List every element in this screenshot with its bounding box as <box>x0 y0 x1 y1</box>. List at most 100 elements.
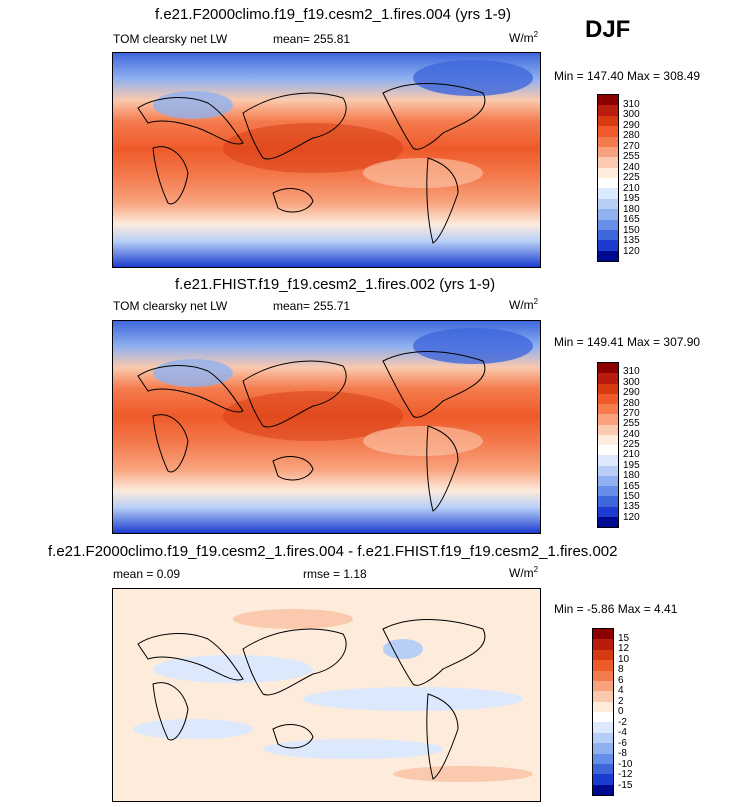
colorbar-swatch <box>593 660 613 671</box>
panel3-title: f.e21.F2000climo.f19_f19.cesm2_1.fires.0… <box>48 543 618 560</box>
panel1-field <box>113 53 540 267</box>
panel3-mean-label: mean = 0.09 <box>113 567 181 581</box>
colorbar-tick-label: 210 <box>623 182 640 194</box>
colorbar-tick-label: 255 <box>623 151 640 162</box>
colorbar-swatch <box>598 209 618 220</box>
panel2-mean-label: mean= 255.71 <box>273 299 351 313</box>
colorbar-tick-label: 120 <box>623 245 640 257</box>
colorbar-tick-label: 225 <box>623 172 640 183</box>
panel1-mean-label: mean= 255.81 <box>273 32 351 46</box>
colorbar-swatch <box>598 95 618 106</box>
panel3-field <box>113 589 540 801</box>
colorbar-tick-label: 225 <box>623 439 640 450</box>
colorbar-tick-label: 15 <box>618 632 630 644</box>
colorbar-tick-label: 10 <box>618 653 630 665</box>
colorbar-swatch <box>598 250 618 261</box>
colorbar-tick-label: 270 <box>623 140 640 152</box>
colorbar-swatch <box>598 465 618 476</box>
colorbar-tick-label: 240 <box>623 428 640 440</box>
colorbar-swatch <box>598 383 618 394</box>
colorbar-swatch <box>593 639 613 650</box>
panel1-minmax: Min = 147.40 Max = 308.49 <box>554 69 701 83</box>
colorbar-tick-label: 0 <box>618 706 624 717</box>
colorbar-tick-label: 8 <box>618 664 624 675</box>
colorbar-swatch <box>593 722 613 733</box>
panel1-map <box>112 52 541 268</box>
colorbar-swatch <box>598 434 618 445</box>
colorbar-swatch <box>598 105 618 116</box>
colorbar-swatch <box>598 445 618 456</box>
panel3-rmse-label: rmse = 1.18 <box>303 567 367 581</box>
panel1-colorbar <box>597 94 619 262</box>
colorbar-swatch <box>598 240 618 251</box>
colorbar-swatch <box>598 157 618 168</box>
colorbar-tick-label: 310 <box>623 366 640 378</box>
colorbar-swatch <box>593 753 613 764</box>
panel2-units-label: W/m2 <box>509 297 539 312</box>
colorbar-swatch <box>598 219 618 230</box>
colorbar-tick-label: 195 <box>623 459 640 471</box>
colorbar-swatch <box>598 496 618 507</box>
colorbar-tick-label: 6 <box>618 674 624 686</box>
colorbar-tick-label: 4 <box>618 685 624 696</box>
colorbar-swatch <box>598 198 618 210</box>
colorbar-tick-label: 300 <box>623 376 640 388</box>
colorbar-tick-label: 135 <box>623 501 640 513</box>
colorbar-tick-label: -6 <box>618 737 627 749</box>
panel2-variable-label: TOM clearsky net LW <box>113 299 228 313</box>
colorbar-tick-label: 300 <box>623 109 640 120</box>
panel1-title: f.e21.F2000climo.f19_f19.cesm2_1.fires.0… <box>155 6 512 23</box>
panel2-field <box>113 321 540 533</box>
colorbar-tick-label: 290 <box>623 119 640 131</box>
colorbar-swatch <box>598 475 618 486</box>
colorbar-swatch <box>593 743 613 754</box>
colorbar-tick-label: 2 <box>618 695 624 707</box>
colorbar-swatch <box>598 393 618 404</box>
colorbar-tick-label: -12 <box>618 769 633 780</box>
colorbar-swatch <box>598 424 618 435</box>
colorbar-swatch <box>598 455 618 466</box>
colorbar-swatch <box>598 404 618 415</box>
colorbar-tick-label: 210 <box>623 449 640 461</box>
colorbar-swatch <box>598 486 618 497</box>
panel2-colorbar <box>597 362 619 528</box>
panel2-title: f.e21.FHIST.f19_f19.cesm2_1.fires.002 (y… <box>175 276 496 293</box>
panel2-map <box>112 320 541 534</box>
panel3-minmax: Min = -5.86 Max = 4.41 <box>554 602 678 616</box>
colorbar-tick-label: 180 <box>623 203 640 215</box>
panel3-colorbar <box>592 628 614 796</box>
panel2-minmax: Min = 149.41 Max = 307.90 <box>554 335 701 349</box>
colorbar-swatch <box>593 701 613 712</box>
colorbar-tick-label: 195 <box>623 193 640 204</box>
colorbar-tick-label: 120 <box>623 511 640 523</box>
colorbar-tick-label: 150 <box>623 490 640 502</box>
colorbar-tick-label: 280 <box>623 397 640 409</box>
colorbar-swatch <box>593 784 613 795</box>
colorbar-swatch <box>598 178 618 189</box>
colorbar-swatch <box>598 363 618 374</box>
colorbar-tick-label: -10 <box>618 758 633 770</box>
colorbar-tick-label: 150 <box>623 224 640 236</box>
panel3-units-label: W/m2 <box>509 565 539 580</box>
colorbar-swatch <box>598 229 618 241</box>
colorbar-swatch <box>598 136 618 147</box>
season-label: DJF <box>585 16 631 43</box>
colorbar-tick-label: 240 <box>623 161 640 173</box>
colorbar-swatch <box>593 680 613 692</box>
panel3-map <box>112 588 541 802</box>
colorbar-swatch <box>593 732 613 744</box>
colorbar-swatch <box>593 629 613 640</box>
colorbar-tick-label: -8 <box>618 748 627 759</box>
colorbar-swatch <box>598 506 618 517</box>
colorbar-swatch <box>593 712 613 723</box>
colorbar-tick-label: 290 <box>623 387 640 399</box>
colorbar-tick-label: 135 <box>623 235 640 246</box>
colorbar-swatch <box>598 516 618 527</box>
panel1-variable-label: TOM clearsky net LW <box>113 32 228 46</box>
colorbar-tick-label: 180 <box>623 470 640 482</box>
colorbar-swatch <box>598 373 618 384</box>
colorbar-swatch <box>598 126 618 137</box>
panel1-units-label: W/m2 <box>509 30 539 45</box>
colorbar-swatch <box>598 188 618 199</box>
colorbar-tick-label: 270 <box>623 407 640 419</box>
